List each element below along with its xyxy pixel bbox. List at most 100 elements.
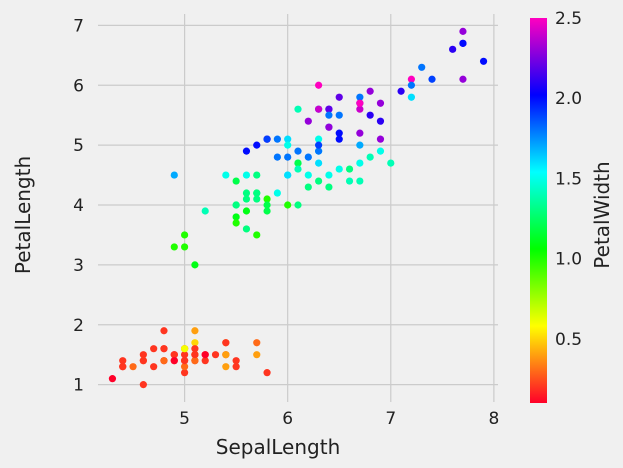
data-point <box>242 207 251 215</box>
data-point <box>345 165 354 173</box>
data-point <box>304 171 312 179</box>
data-point <box>139 357 147 365</box>
data-point <box>253 171 261 179</box>
data-point <box>479 57 488 65</box>
data-point <box>428 75 436 83</box>
data-point <box>325 111 333 119</box>
data-point <box>315 159 323 167</box>
y-tick-label: 7 <box>73 16 84 36</box>
data-point <box>335 135 343 143</box>
data-point <box>356 99 364 107</box>
data-point <box>108 375 117 383</box>
data-point <box>356 93 364 101</box>
data-point <box>325 105 333 113</box>
data-point <box>315 147 323 155</box>
data-point <box>253 351 261 359</box>
data-point <box>294 105 302 113</box>
data-point <box>315 105 323 113</box>
data-point <box>407 75 416 83</box>
data-point <box>325 183 333 191</box>
data-point <box>119 357 127 365</box>
data-point <box>201 351 209 359</box>
x-tick-label: 5 <box>179 409 190 429</box>
data-point <box>459 75 467 83</box>
data-point <box>397 87 405 95</box>
data-point <box>284 201 292 209</box>
data-point <box>180 363 189 371</box>
data-point <box>191 357 199 365</box>
y-tick-label: 2 <box>73 316 84 336</box>
data-point <box>139 351 147 359</box>
data-point <box>325 123 333 131</box>
data-point <box>284 141 292 149</box>
data-point <box>180 369 189 377</box>
data-point <box>325 171 333 179</box>
data-point <box>315 141 323 149</box>
data-point <box>407 93 416 101</box>
data-point <box>356 129 364 137</box>
data-point <box>222 339 230 347</box>
data-point <box>356 105 364 113</box>
data-point <box>294 201 302 209</box>
data-point <box>315 135 323 143</box>
data-point <box>180 345 189 353</box>
data-point <box>139 381 147 389</box>
data-point <box>191 351 199 359</box>
data-point <box>304 183 312 191</box>
data-points <box>108 27 488 389</box>
data-point <box>366 153 374 161</box>
data-point <box>273 189 281 197</box>
data-point <box>232 177 240 185</box>
data-point <box>242 147 251 155</box>
x-tick-label: 7 <box>385 409 396 429</box>
data-point <box>335 93 343 101</box>
data-point <box>180 351 189 359</box>
x-axis-ticks: 5 6 7 8 <box>179 409 499 429</box>
data-point <box>294 159 302 167</box>
data-point <box>294 165 302 173</box>
y-tick-label: 5 <box>73 136 84 156</box>
data-point <box>180 243 189 251</box>
data-point <box>376 99 385 107</box>
data-point <box>232 213 240 221</box>
y-axis-label: PetalLength <box>11 156 35 274</box>
data-point <box>242 189 251 197</box>
data-point <box>232 357 240 365</box>
data-point <box>376 117 385 125</box>
data-point <box>335 129 343 137</box>
data-point <box>263 201 271 209</box>
y-axis-ticks: 1 2 3 4 5 6 7 <box>73 16 84 395</box>
data-point <box>222 351 230 359</box>
colorbar-ticks: 0.5 1.0 1.5 2.0 2.5 <box>555 9 582 350</box>
data-point <box>129 363 137 371</box>
data-point <box>294 147 302 155</box>
data-point <box>242 171 251 179</box>
colorbar <box>530 18 547 403</box>
data-point <box>356 141 364 149</box>
data-point <box>263 195 271 203</box>
y-tick-label: 6 <box>73 76 84 96</box>
data-point <box>315 177 323 185</box>
data-point <box>376 147 385 155</box>
plot-grid <box>98 14 498 402</box>
data-point <box>180 357 189 365</box>
y-tick-label: 4 <box>73 196 84 216</box>
data-point <box>366 87 374 95</box>
data-point <box>387 159 395 167</box>
data-point <box>356 177 364 185</box>
data-point <box>150 363 158 371</box>
data-point <box>160 327 168 335</box>
colorbar-tick-label: 0.5 <box>555 330 582 350</box>
data-point <box>273 135 281 143</box>
colorbar-label: PetalWidth <box>590 161 614 268</box>
data-point <box>232 201 240 209</box>
data-point <box>191 327 199 335</box>
data-point <box>335 165 343 173</box>
colorbar-tick-label: 1.0 <box>555 250 582 270</box>
data-point <box>201 357 209 365</box>
y-tick-label: 1 <box>73 376 84 396</box>
x-tick-label: 6 <box>282 409 293 429</box>
data-point <box>191 345 199 353</box>
data-point <box>211 351 220 359</box>
